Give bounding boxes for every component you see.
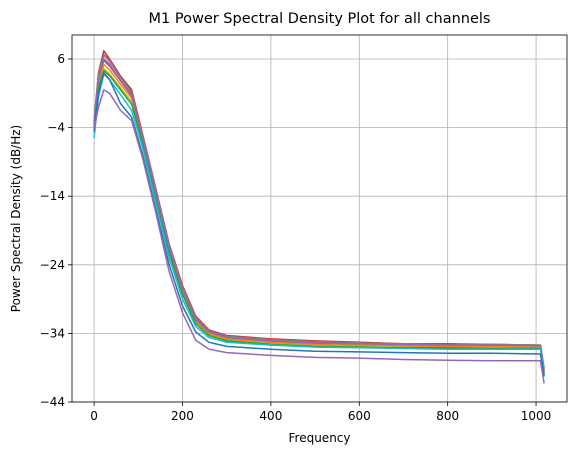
x-tick-label: 600 [348,409,371,423]
series-line-4 [93,53,545,370]
x-axis-label: Frequency [289,431,351,445]
y-tick-label: −34 [40,326,65,340]
series-lines [93,50,545,384]
y-tick-label: −24 [40,258,65,272]
x-tick-label: 400 [259,409,282,423]
series-line-6 [93,63,545,372]
y-tick-label: 6 [57,52,65,66]
x-tick-label: 800 [436,409,459,423]
y-tick-label: −14 [40,189,65,203]
series-line-10 [93,71,545,377]
chart-title: M1 Power Spectral Density Plot for all c… [149,11,491,27]
y-tick-label: −44 [40,395,65,409]
axis-ticks: 0 200 400 600 800 1000 6 −4 −14 −24 −34 −44 [40,52,552,423]
series-line-9 [93,73,545,375]
y-axis-label: Power Spectral Density (dB/Hz) [9,125,23,312]
x-tick-label: 0 [90,409,98,423]
y-tick-label: −4 [47,121,65,135]
series-line-11 [93,89,545,384]
plot-frame [71,34,568,403]
x-tick-label: 1000 [521,409,552,423]
series-line-1 [93,50,545,369]
series-line-8 [93,58,545,371]
series-line-7 [93,69,545,374]
x-tick-label: 200 [171,409,194,423]
